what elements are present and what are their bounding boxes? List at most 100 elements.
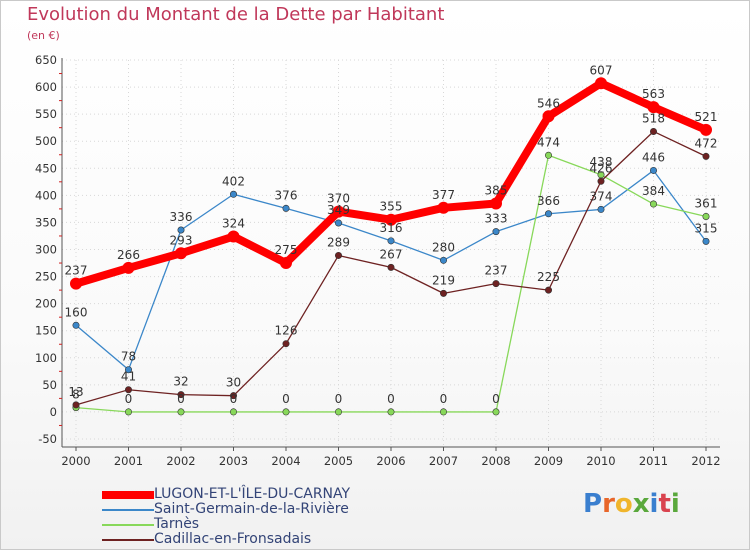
chart-unit-label: (en €) [27, 29, 60, 42]
data-point [492, 408, 500, 416]
data-point [649, 127, 657, 135]
data-point [70, 277, 82, 290]
chart-title: Evolution du Montant de la Dette par Hab… [27, 4, 445, 25]
logo-letter: r [602, 489, 615, 519]
data-point [597, 177, 605, 185]
legend-item: Cadillac-en-Fronsadais [102, 532, 350, 547]
x-tick-label: 2007 [429, 454, 458, 468]
x-tick-label: 2005 [324, 454, 353, 468]
data-label: 355 [380, 200, 403, 214]
legend-swatch [102, 508, 154, 511]
data-point [597, 205, 605, 213]
data-label: 126 [275, 324, 298, 338]
data-point [492, 228, 500, 236]
logo-letter: i [670, 489, 680, 519]
data-label: 219 [432, 273, 455, 287]
data-point [595, 77, 607, 90]
data-label: 225 [537, 270, 560, 284]
data-point [230, 190, 238, 198]
data-point [385, 213, 397, 226]
data-label: 377 [432, 188, 455, 202]
x-tick-label: 2003 [219, 454, 248, 468]
data-point [125, 386, 133, 394]
data-point [332, 205, 345, 218]
legend-label: Saint-Germain-de-la-Rivière [154, 501, 349, 517]
legend-label: LUGON-ET-L'ÎLE-DU-CARNAY [154, 486, 351, 502]
logo-letter: P [583, 489, 603, 519]
data-point [334, 408, 342, 416]
legend-swatch [102, 523, 154, 526]
data-point [544, 286, 552, 294]
data-point [177, 408, 185, 416]
data-label: 160 [65, 305, 88, 319]
data-point [387, 237, 395, 245]
data-label: 30 [226, 376, 241, 390]
data-label: 0 [492, 392, 500, 406]
data-label: 518 [642, 111, 665, 125]
data-point [282, 408, 290, 416]
data-point [175, 247, 187, 260]
data-point [280, 257, 292, 270]
x-tick-label: 2000 [61, 454, 90, 468]
data-point [702, 152, 710, 160]
data-point [544, 210, 552, 218]
legend-item: Saint-Germain-de-la-Rivière [102, 502, 350, 517]
data-point [387, 263, 395, 271]
series-1 [72, 166, 710, 374]
data-point [227, 230, 240, 243]
y-tick-label: 650 [35, 53, 57, 67]
data-label: 32 [173, 375, 188, 389]
data-label: 13 [68, 385, 83, 399]
y-tick-label: 50 [42, 378, 57, 392]
data-label: 266 [117, 248, 140, 262]
data-point [492, 280, 500, 288]
y-tick-label: 400 [35, 188, 57, 202]
data-label: 8 [72, 388, 80, 402]
data-label: 293 [170, 233, 193, 247]
data-label: 267 [380, 247, 403, 261]
data-point [702, 212, 710, 220]
data-label: 41 [121, 370, 136, 384]
data-label: 402 [222, 174, 245, 188]
data-label: 385 [485, 183, 508, 197]
data-label: 546 [537, 96, 560, 110]
data-point [702, 237, 710, 245]
data-label: 366 [537, 194, 560, 208]
data-label: 0 [440, 392, 448, 406]
y-tick-label: 100 [35, 351, 57, 365]
data-label: 237 [65, 264, 88, 278]
x-tick-label: 2009 [534, 454, 563, 468]
data-point [700, 123, 712, 136]
series-2 [72, 151, 710, 416]
data-label: 426 [590, 161, 613, 175]
data-point [649, 166, 657, 174]
data-label: 563 [642, 87, 665, 101]
data-label: 275 [275, 243, 298, 257]
y-tick-label: 450 [35, 161, 57, 175]
y-tick-label: 350 [35, 215, 57, 229]
data-point [177, 391, 185, 399]
data-label: 0 [282, 392, 290, 406]
data-point [542, 110, 555, 123]
data-point [334, 251, 342, 259]
data-label: 349 [327, 203, 350, 217]
x-tick-label: 2001 [114, 454, 143, 468]
x-tick-label: 2002 [166, 454, 195, 468]
data-label: 446 [642, 150, 665, 164]
legend-swatch [102, 490, 154, 499]
data-label: 237 [485, 264, 508, 278]
y-tick-label: 550 [35, 107, 57, 121]
legend-swatch [102, 538, 154, 541]
data-point [230, 392, 238, 400]
data-label: 336 [170, 210, 193, 224]
x-tick-label: 2011 [639, 454, 668, 468]
proxiti-logo: Proxiti [583, 489, 680, 519]
logo-letter: t [658, 489, 671, 519]
data-label: 333 [485, 212, 508, 226]
data-label: 376 [275, 188, 298, 202]
data-point [490, 197, 502, 210]
data-point [439, 256, 447, 264]
data-label: 0 [335, 392, 343, 406]
